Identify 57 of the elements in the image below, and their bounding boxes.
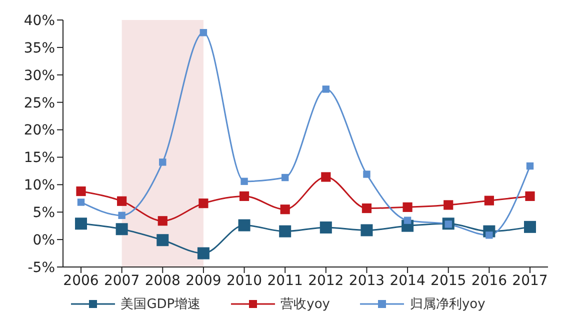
legend-label: 美国GDP增速 [120, 296, 201, 313]
point [360, 224, 373, 236]
y-tick-label: 15% [24, 150, 55, 166]
y-tick-label: -5% [28, 260, 55, 276]
point [238, 219, 250, 232]
point [363, 170, 370, 178]
point [486, 232, 493, 239]
point [159, 158, 166, 166]
point [526, 162, 534, 170]
point [444, 200, 454, 210]
point [116, 223, 128, 236]
y-tick-label: 20% [24, 122, 55, 139]
x-tick-label: 2011 [267, 272, 303, 289]
x-tick-label: 2010 [226, 272, 262, 289]
point [402, 202, 412, 212]
y-tick-label: 35% [24, 40, 55, 56]
point [240, 178, 248, 185]
y-tick-label: 0% [32, 232, 55, 249]
x-tick-label: 2017 [512, 272, 548, 289]
point [404, 216, 412, 224]
y-tick-label: 10% [24, 178, 55, 194]
x-tick-label: 2006 [63, 272, 99, 289]
point [200, 29, 208, 36]
point [320, 221, 332, 234]
point [76, 186, 86, 196]
x-tick-label: 2015 [430, 272, 466, 289]
x-tick-label: 2007 [104, 272, 140, 289]
point [75, 218, 87, 230]
point [281, 174, 289, 182]
point [156, 234, 169, 246]
x-tick-label: 2014 [390, 272, 426, 289]
point [197, 247, 210, 260]
point [280, 204, 290, 214]
point [321, 172, 331, 182]
x-tick-label: 2012 [308, 272, 344, 289]
point [524, 220, 536, 233]
point [362, 203, 372, 214]
point [118, 212, 126, 220]
legend-label: 营收yoy [280, 296, 330, 313]
y-tick-label: 25% [24, 95, 55, 112]
x-tick-label: 2009 [186, 272, 222, 289]
point [239, 191, 250, 201]
point [198, 198, 208, 208]
point [279, 225, 292, 238]
point [158, 216, 168, 226]
x-tick-label: 2016 [471, 272, 508, 289]
point [484, 196, 494, 206]
x-tick-label: 2008 [144, 272, 180, 289]
point [77, 198, 85, 206]
y-tick-label: 30% [24, 68, 55, 84]
point [322, 86, 330, 93]
point [525, 191, 535, 201]
y-tick-label: 5% [32, 205, 55, 222]
x-tick-label: 2013 [348, 272, 385, 289]
y-tick-label: 40% [24, 12, 55, 29]
legend-label: 归属净利yoy [410, 296, 486, 313]
point [117, 196, 127, 206]
